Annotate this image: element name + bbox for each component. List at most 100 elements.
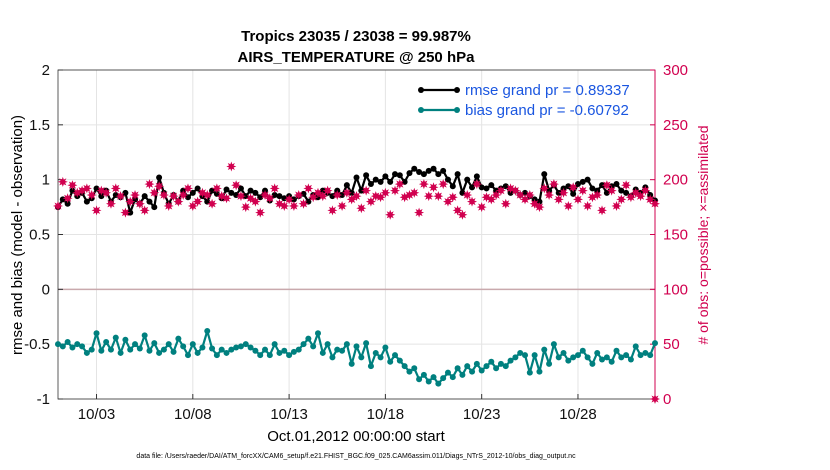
obs-marker <box>361 185 372 196</box>
data-point <box>488 182 495 189</box>
data-point <box>122 336 129 343</box>
chart-subtitle: AIRS_TEMPERATURE @ 250 hPa <box>238 49 476 66</box>
data-point <box>175 335 182 342</box>
data-point <box>83 198 90 205</box>
data-point <box>69 187 76 194</box>
obs-marker <box>125 196 136 207</box>
data-point <box>290 348 297 355</box>
data-point <box>247 344 254 351</box>
obs-marker <box>650 198 660 209</box>
data-point <box>213 190 220 197</box>
obs-marker <box>414 207 425 218</box>
obs-marker <box>467 196 477 207</box>
obs-marker <box>385 209 396 220</box>
data-point <box>98 193 105 200</box>
data-point <box>112 334 119 341</box>
data-point <box>570 190 577 197</box>
series-2 <box>55 328 658 387</box>
data-point <box>339 347 346 354</box>
data-point <box>618 187 625 194</box>
data-point <box>132 341 139 348</box>
data-point <box>59 343 66 350</box>
data-point <box>271 341 278 348</box>
data-point <box>478 367 485 374</box>
x-tick-label: 10/08 <box>174 406 212 423</box>
data-point <box>536 198 543 205</box>
data-point <box>517 349 524 356</box>
data-point <box>324 341 331 348</box>
data-point <box>627 356 634 363</box>
data-point <box>151 204 158 211</box>
data-point <box>420 371 427 378</box>
data-point <box>237 343 244 350</box>
obs-marker <box>563 201 574 211</box>
data-point <box>141 193 148 200</box>
obs-marker <box>621 180 632 191</box>
obs-marker <box>418 179 429 190</box>
data-point <box>464 176 471 183</box>
data-point <box>252 189 259 196</box>
obs-marker <box>173 196 184 207</box>
data-point <box>156 349 163 356</box>
data-point <box>242 341 249 348</box>
obs-marker <box>293 190 304 200</box>
data-point <box>93 185 100 192</box>
data-point <box>459 371 466 378</box>
data-point <box>392 171 399 178</box>
data-point <box>228 346 235 353</box>
data-point <box>652 340 658 347</box>
obs-marker <box>120 207 131 218</box>
data-point <box>401 178 408 185</box>
data-point <box>502 363 509 370</box>
data-point <box>122 189 129 196</box>
obs-marker <box>91 205 102 216</box>
obs-marker <box>53 201 63 211</box>
data-point <box>493 365 500 372</box>
obs-marker <box>423 191 434 202</box>
obs-marker <box>134 198 145 209</box>
y-axis-label: rmse and bias (model - observation) <box>9 115 26 355</box>
legend-label: bias grand pr = -0.60792 <box>465 102 629 119</box>
data-point <box>372 176 379 183</box>
obs-marker <box>611 201 622 211</box>
obs-marker <box>582 201 593 211</box>
obs-marker <box>144 179 155 190</box>
obs-marker <box>269 183 280 194</box>
obs-marker <box>81 183 92 194</box>
data-point <box>184 352 191 359</box>
data-point <box>319 349 326 356</box>
data-point <box>440 375 447 382</box>
data-point <box>637 352 644 359</box>
obs-marker <box>62 193 73 204</box>
data-point <box>401 363 408 370</box>
obs-marker <box>279 201 290 211</box>
y-tick-label: 1 <box>42 172 50 189</box>
y-tick-label: 0 <box>42 281 50 298</box>
obs-marker <box>356 203 367 214</box>
data-point <box>184 194 191 201</box>
obs-marker <box>327 205 338 216</box>
y-tick-label: 2 <box>42 62 50 79</box>
obs-marker <box>341 187 352 198</box>
obs-marker <box>447 192 458 203</box>
data-point <box>146 347 153 354</box>
obs-marker <box>597 205 607 216</box>
data-point <box>79 343 86 350</box>
obs-marker <box>106 198 116 209</box>
data-point <box>406 368 413 375</box>
data-point <box>416 168 423 175</box>
obs-marker <box>534 202 545 213</box>
data-point <box>194 349 201 356</box>
data-point <box>136 345 143 352</box>
data-point <box>550 341 557 348</box>
obs-marker <box>183 183 193 194</box>
data-point <box>420 171 427 178</box>
legend-marker <box>454 87 460 93</box>
data-point <box>189 341 196 348</box>
data-point <box>440 167 447 174</box>
obs-marker <box>86 190 97 200</box>
y-right-tick-label: 0 <box>663 391 671 408</box>
data-point <box>334 346 341 353</box>
obs-marker <box>303 183 314 194</box>
